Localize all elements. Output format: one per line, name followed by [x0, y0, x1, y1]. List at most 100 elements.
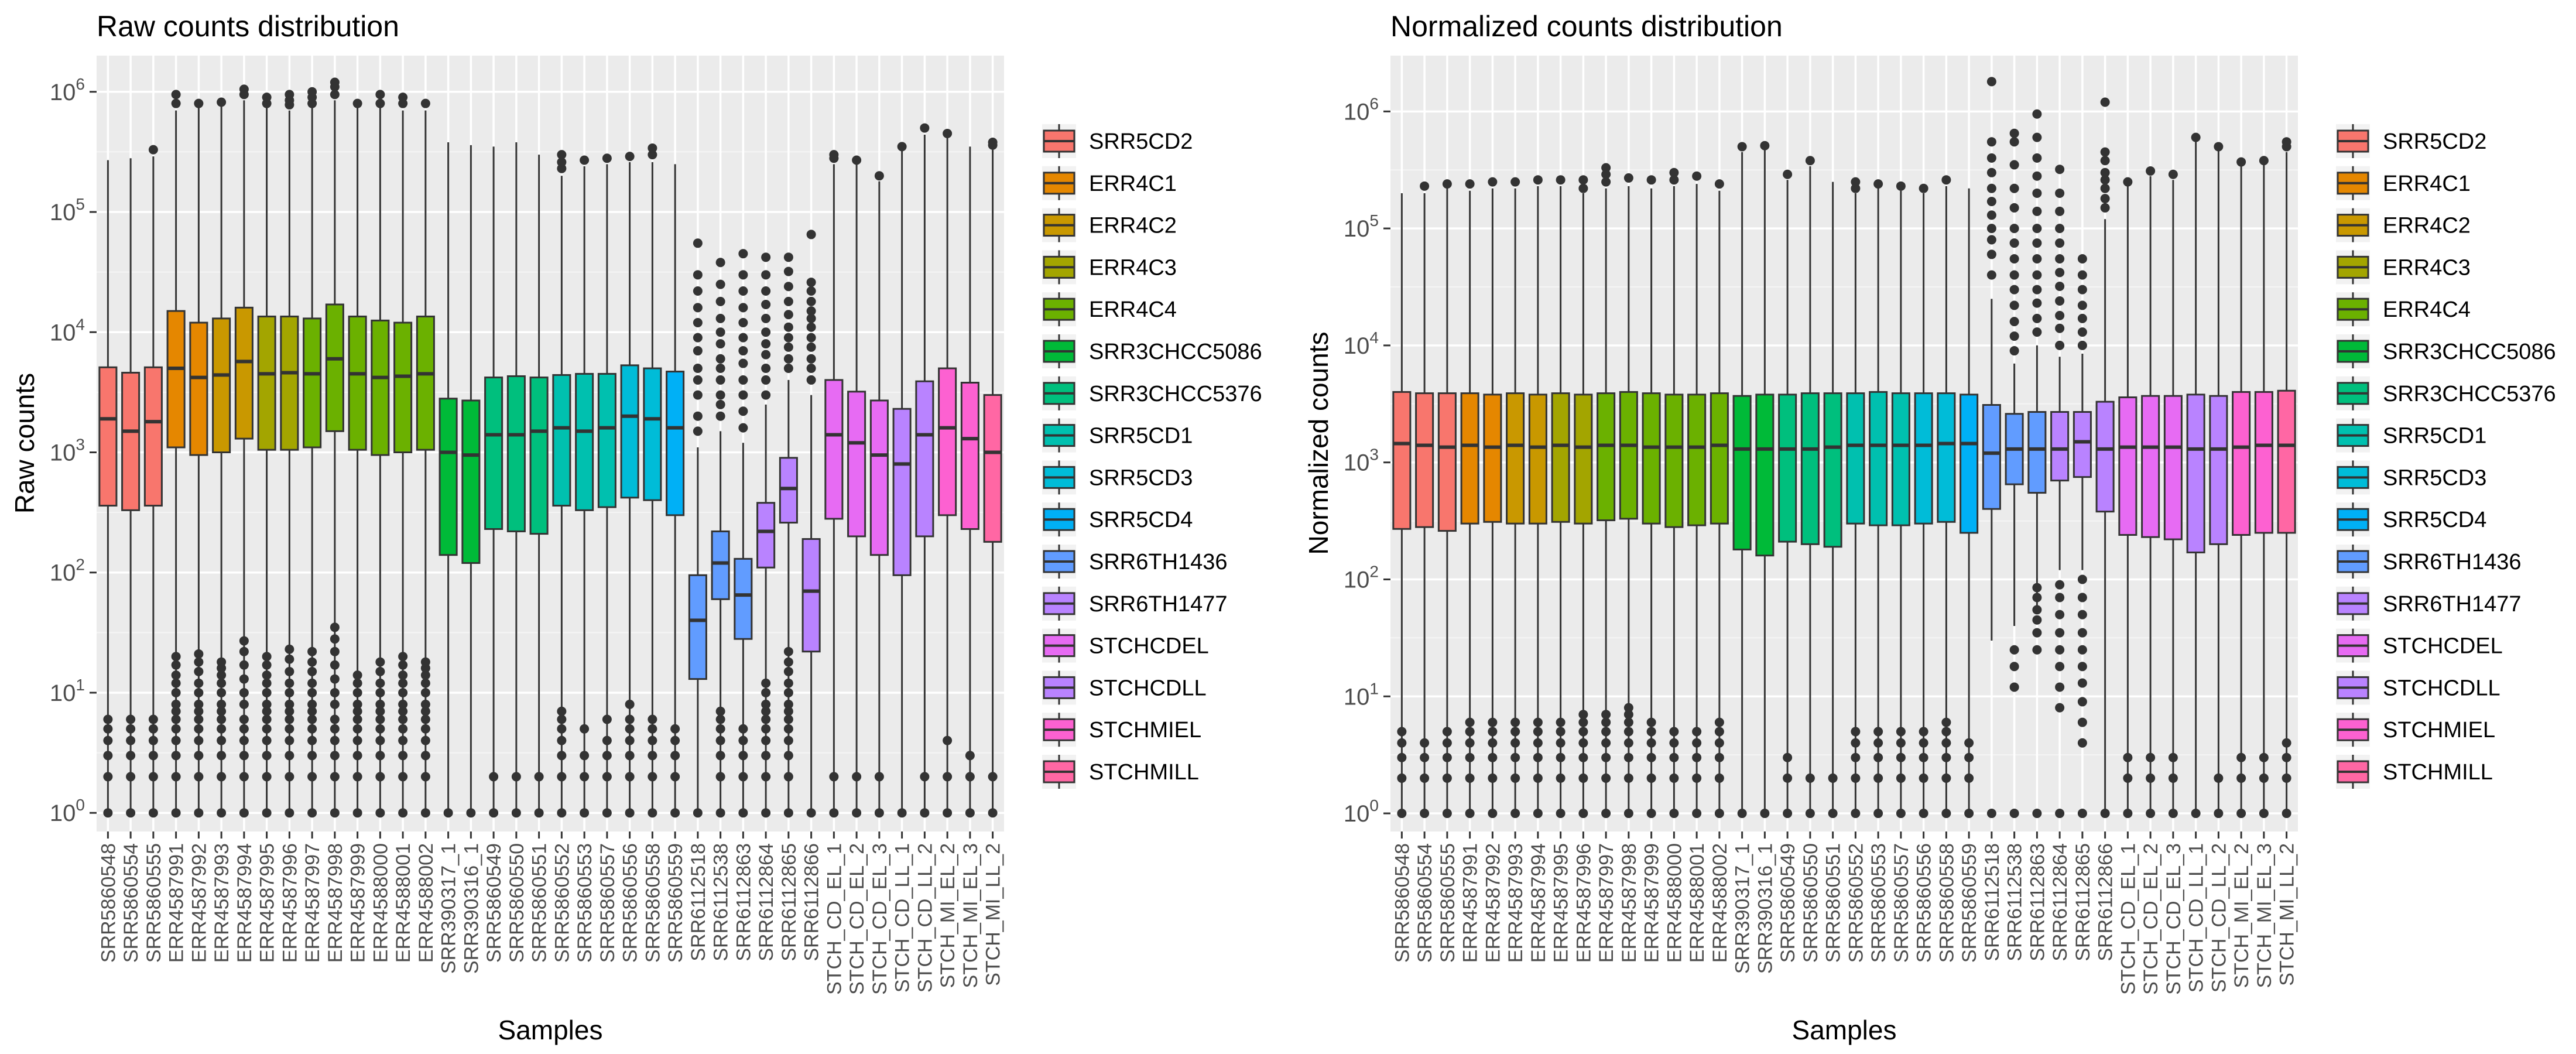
boxplot-SRR5860548	[98, 160, 118, 818]
outlier-point	[1941, 175, 1951, 185]
legend-label: ERR4C1	[2383, 172, 2471, 196]
boxplot-STCH_CD_EL_2	[2141, 166, 2160, 819]
outlier-point	[148, 772, 158, 782]
outlier-point	[1465, 717, 1475, 727]
outlier-point	[194, 724, 204, 734]
x-tick-label: ERR4588000	[369, 843, 392, 963]
box	[1619, 391, 1638, 520]
legend-item: ERR4C2	[2336, 208, 2471, 242]
outlier-point	[715, 772, 725, 782]
y-tick-label: 100	[1344, 796, 1379, 827]
outlier-point	[171, 735, 181, 745]
outlier-point	[1941, 727, 1951, 737]
x-tick-label: ERR4588001	[392, 843, 415, 963]
outlier-point	[761, 772, 771, 782]
outlier-point	[171, 678, 181, 688]
box	[552, 374, 571, 507]
outlier-point	[761, 687, 771, 697]
outlier-point	[783, 699, 793, 709]
y-tick-label: 102	[50, 556, 85, 586]
outlier-point	[693, 411, 703, 421]
outlier-point	[1873, 738, 1883, 748]
legend-label: ERR4C4	[2383, 297, 2471, 322]
boxplot-STCH_MI_EL_3	[2254, 156, 2273, 819]
box	[688, 574, 707, 680]
legend-item: SRR6TH1477	[1042, 586, 1228, 621]
outlier-point	[171, 706, 181, 716]
outlier-point	[761, 299, 771, 309]
outlier-point	[1465, 179, 1475, 189]
outlier-point	[761, 364, 771, 374]
outlier-point	[1646, 727, 1656, 737]
boxplot-SRR6112864	[756, 252, 776, 818]
outlier-point	[1420, 752, 1430, 762]
outlier-point	[943, 128, 953, 138]
outlier-point	[1623, 809, 1633, 819]
y-tick-label: 103	[1344, 446, 1379, 476]
outlier-point	[1919, 738, 1928, 748]
outlier-point	[1964, 809, 1974, 819]
outlier-point	[1465, 773, 1475, 783]
outlier-point	[2214, 773, 2224, 783]
outlier-point	[625, 699, 635, 709]
outlier-point	[217, 706, 227, 716]
outlier-point	[1851, 727, 1861, 737]
outlier-point	[239, 714, 249, 724]
outlier-point	[2100, 175, 2110, 185]
outlier-point	[2168, 809, 2178, 819]
legend-label: STCHMIEL	[2383, 718, 2495, 742]
outlier-point	[2191, 132, 2201, 142]
x-tick-label: SRR5860559	[664, 843, 687, 963]
outlier-point	[307, 646, 317, 656]
x-tick-label: SRR6112866	[801, 843, 823, 961]
box	[506, 375, 526, 532]
outlier-point	[738, 286, 748, 296]
outlier-point	[1646, 717, 1656, 727]
legend-label: ERR4C3	[1089, 255, 1177, 280]
outlier-point	[2009, 809, 2019, 819]
outlier-point	[648, 735, 657, 745]
x-tick-label: SRR5860548	[1391, 843, 1413, 963]
outlier-point	[1397, 727, 1407, 737]
box	[484, 377, 503, 530]
box	[234, 306, 254, 440]
outlier-point	[262, 772, 272, 782]
boxplot-SRR6112863	[734, 249, 753, 818]
outlier-point	[1488, 717, 1498, 727]
outlier-point	[625, 751, 635, 761]
box	[1914, 392, 1933, 525]
legend-item: SRR5CD2	[1042, 124, 1193, 158]
legend-item: SRR5CD1	[1042, 418, 1193, 453]
boxplot-STCH_CD_LL_1	[892, 142, 912, 818]
x-tick-label: STCH_CD_LL_1	[2186, 843, 2208, 993]
boxplot-ERR4588001	[1687, 171, 1707, 819]
outlier-point	[648, 150, 657, 160]
boxplot-SRR6112866	[801, 230, 821, 818]
outlier-point	[738, 751, 748, 761]
outlier-point	[1986, 183, 1996, 193]
box	[303, 317, 322, 449]
outlier-point	[1714, 773, 1724, 783]
outlier-point	[217, 735, 227, 745]
boxplot-ERR4587996	[280, 90, 299, 818]
outlier-point	[670, 772, 680, 782]
outlier-point	[783, 687, 793, 697]
outlier-point	[2009, 285, 2019, 295]
outlier-point	[715, 279, 725, 289]
y-tick-label: 106	[1344, 94, 1379, 125]
outlier-point	[2077, 738, 2087, 748]
box	[1528, 393, 1547, 525]
x-tick-label: SRR6112538	[2004, 843, 2026, 961]
x-tick-label: SRR5860556	[1913, 843, 1936, 963]
outlier-point	[761, 714, 771, 724]
outlier-point	[239, 699, 249, 709]
boxplot-SRR390317_1	[439, 142, 458, 818]
outlier-point	[693, 375, 703, 385]
box	[121, 371, 141, 511]
outlier-point	[2282, 137, 2291, 147]
y-tick-label: 106	[50, 75, 85, 105]
outlier-point	[1601, 177, 1611, 187]
outlier-point	[420, 678, 430, 688]
outlier-point	[171, 699, 181, 709]
outlier-point	[307, 735, 317, 745]
